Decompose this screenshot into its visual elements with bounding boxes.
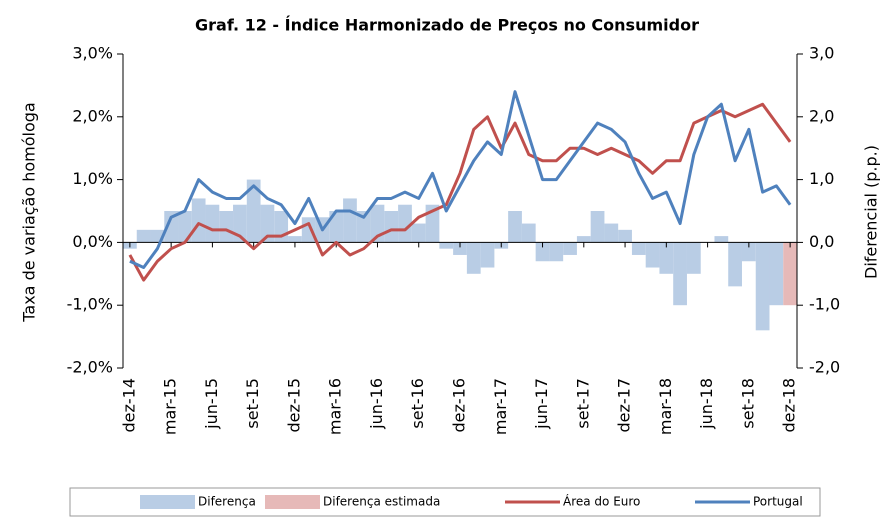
bar [673,242,687,306]
bar [219,211,234,243]
legend-swatch [140,495,195,509]
bar [618,229,632,243]
bar [659,242,674,274]
bar [535,242,550,262]
bar [246,179,261,243]
y-tick-label: -1,0% [67,295,113,314]
x-tick-label: dez-16 [450,378,469,433]
x-tick-label: mar-17 [491,378,510,435]
y-tick-label: 3,0% [72,44,113,63]
line [129,90,792,270]
bar [164,211,179,243]
y2-tick-label: 0,0 [809,232,834,251]
bar [480,242,495,268]
bar [136,229,151,243]
chart-title: Graf. 12 - Índice Harmonizado de Preços … [195,16,699,35]
y2-tick-label: 1,0 [809,169,834,188]
bar [453,242,467,255]
bar [260,204,275,243]
y2-tick-label: 2,0 [809,106,834,125]
y-axis-label: Taxa de variação homóloga [20,102,39,322]
y-tick-label: 1,0% [72,169,113,188]
bar [343,198,357,243]
bar [728,242,742,287]
bar [178,211,192,243]
bar [301,217,316,243]
y-tick-label: 0,0% [72,232,113,251]
x-tick-label: set-15 [243,378,262,429]
legend-label: Diferença [198,495,256,509]
x-tick-label: set-16 [408,378,427,429]
y-tick-label: 2,0% [72,106,113,125]
legend-label: Diferença estimada [323,495,440,509]
x-tick-label: dez-14 [119,378,138,433]
y-tick-label: -2,0% [67,358,113,377]
bar [274,211,289,243]
x-tick-label: jun-15 [202,378,221,430]
line [128,102,792,282]
bar [384,211,399,243]
bar [288,236,302,243]
bar [205,204,220,243]
y2-tick-label: -1,0 [809,295,840,314]
x-tick-label: set-17 [573,378,592,429]
bar [356,211,371,243]
x-tick-label: jun-16 [367,378,386,430]
bar [329,211,344,243]
legend-label: Área do Euro [563,494,640,509]
bar [755,242,770,331]
bar [549,242,564,262]
bar [563,242,577,255]
x-tick-label: mar-18 [656,378,675,435]
y2-axis-label: Diferencial (p.p.) [862,145,881,279]
bar [439,242,454,249]
bar [590,211,605,243]
x-tick-label: jun-17 [532,378,551,430]
bar [645,242,660,268]
x-tick-label: dez-15 [284,378,303,433]
y2-tick-label: -2,0 [809,358,840,377]
bar [631,242,646,255]
bar [398,204,412,243]
bar [686,242,701,274]
bar [769,242,784,306]
bar [576,236,591,243]
x-tick-label: mar-16 [326,378,345,435]
bar [783,242,797,306]
bar [466,242,481,274]
bar [508,211,522,243]
bar [191,198,206,243]
legend-label: Portugal [753,495,803,509]
x-tick-label: mar-15 [161,378,180,435]
bar [411,223,426,243]
bar [741,242,756,262]
bar [714,236,729,243]
x-tick-label: dez-17 [615,378,634,433]
x-tick-label: dez-18 [780,378,799,433]
x-tick-label: set-18 [738,378,757,429]
bar [521,223,536,243]
legend-swatch [265,495,320,509]
x-tick-label: jun-18 [697,378,716,430]
bar [604,223,619,243]
y2-tick-label: 3,0 [809,44,834,63]
